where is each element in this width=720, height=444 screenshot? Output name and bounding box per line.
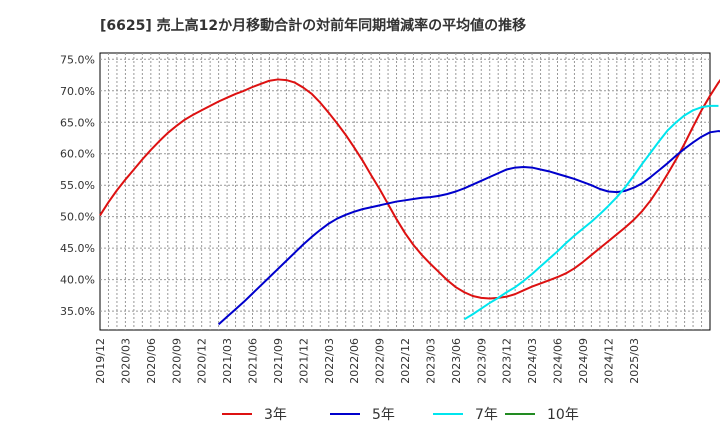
x-tick-label: 2022/06 — [348, 338, 361, 384]
series-layer — [99, 78, 720, 326]
legend-label-10年: 10年 — [547, 407, 579, 423]
y-tick-label: 70.0% — [60, 85, 95, 98]
y-tick-label: 45.0% — [60, 242, 95, 255]
x-tick-label: 2024/06 — [552, 338, 565, 384]
x-tick-label: 2023/06 — [450, 338, 463, 384]
x-tick-label: 2022/09 — [374, 338, 387, 384]
x-tick-label: 2022/12 — [399, 338, 412, 384]
y-tick-label: 40.0% — [60, 274, 95, 287]
x-tick-label: 2021/12 — [297, 338, 310, 384]
series-line-5年 — [217, 130, 720, 326]
x-tick-label: 2024/03 — [526, 338, 539, 384]
x-tick-label: 2024/12 — [602, 338, 615, 384]
y-tick-label: 60.0% — [60, 148, 95, 161]
x-tick-label: 2022/03 — [323, 338, 336, 384]
x-axis: 2019/12 2020/03 2020/06 2020/09 2020/12 2021/… — [94, 338, 641, 384]
series-line-3年 — [99, 78, 720, 300]
x-tick-label: 2020/12 — [196, 338, 209, 384]
x-tick-label: 2023/12 — [501, 338, 514, 384]
y-tick-label: 35.0% — [60, 305, 95, 318]
y-tick-label: 75.0% — [60, 53, 95, 66]
x-tick-label: 2024/09 — [577, 338, 590, 384]
legend-label-3年: 3年 — [264, 407, 287, 423]
legend-label-5年: 5年 — [372, 407, 395, 423]
series-line-7年 — [463, 104, 719, 321]
y-axis: 35.0% 40.0% 45.0% 50.0% 55.0% 60.0% 65.0% 70.0%… — [60, 53, 95, 318]
x-tick-label: 2025/03 — [628, 338, 641, 384]
x-tick-label: 2021/06 — [247, 338, 260, 384]
x-tick-label: 2023/03 — [424, 338, 437, 384]
x-tick-label: 2023/09 — [475, 338, 488, 384]
x-tick-label: 2019/12 — [94, 338, 107, 384]
chart-title: [6625] 売上高12か月移動合計の対前年同期増減率の平均値の推移 — [100, 17, 526, 34]
x-tick-label: 2021/09 — [272, 338, 285, 384]
legend-label-7年: 7年 — [475, 407, 498, 423]
grid-layer — [100, 53, 710, 330]
y-tick-label: 55.0% — [60, 179, 95, 192]
y-tick-label: 50.0% — [60, 211, 95, 224]
x-tick-label: 2020/03 — [119, 338, 132, 384]
x-tick-label: 2020/06 — [145, 338, 158, 384]
legend: 3年 5年 7年 10年 — [222, 407, 579, 423]
x-tick-label: 2020/09 — [170, 338, 183, 384]
y-tick-label: 65.0% — [60, 116, 95, 129]
x-tick-label: 2021/03 — [221, 338, 234, 384]
